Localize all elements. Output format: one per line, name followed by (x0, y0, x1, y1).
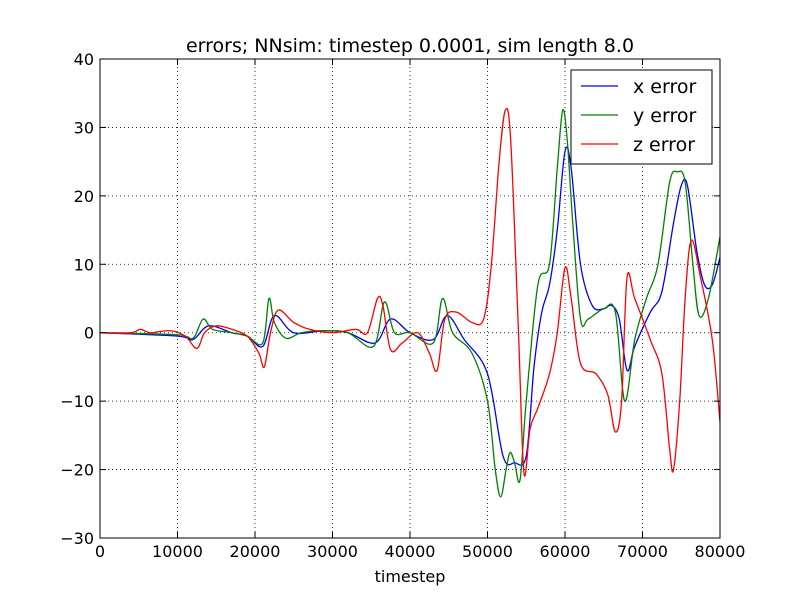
tick-labels: 0 10000 20000 30000 40000 50000 60000 70000 8000… (60, 50, 745, 561)
y-tick-label: 0 (84, 324, 94, 343)
x-tick-label: 10000 (152, 542, 203, 561)
y-tick-label: −20 (60, 461, 94, 480)
y-tick-label: 30 (74, 118, 94, 137)
x-axis-label: timestep (375, 567, 446, 586)
x-tick-label: 20000 (230, 542, 281, 561)
y-tick-label: 40 (74, 50, 94, 69)
x-tick-label: 70000 (617, 542, 668, 561)
series-group (100, 107, 720, 498)
series-line-z-error (100, 107, 720, 477)
x-tick-label: 40000 (385, 542, 436, 561)
x-tick-label: 60000 (540, 542, 591, 561)
y-tick-label: 20 (74, 187, 94, 206)
legend: x error y error z error (570, 69, 713, 165)
legend-label: y error (633, 105, 696, 127)
x-tick-label: 80000 (695, 542, 746, 561)
chart-title: errors; NNsim: timestep 0.0001, sim leng… (186, 35, 634, 57)
y-tick-label: −10 (60, 392, 94, 411)
x-tick-label: 0 (95, 542, 105, 561)
x-tick-label: 50000 (462, 542, 513, 561)
legend-label: x error (633, 76, 696, 98)
series-line-y-error (100, 108, 720, 498)
y-tick-label: 10 (74, 255, 94, 274)
x-tick-label: 30000 (307, 542, 358, 561)
legend-label: z error (633, 134, 695, 156)
y-tick-label: −30 (60, 529, 94, 548)
ticks (99, 58, 721, 539)
